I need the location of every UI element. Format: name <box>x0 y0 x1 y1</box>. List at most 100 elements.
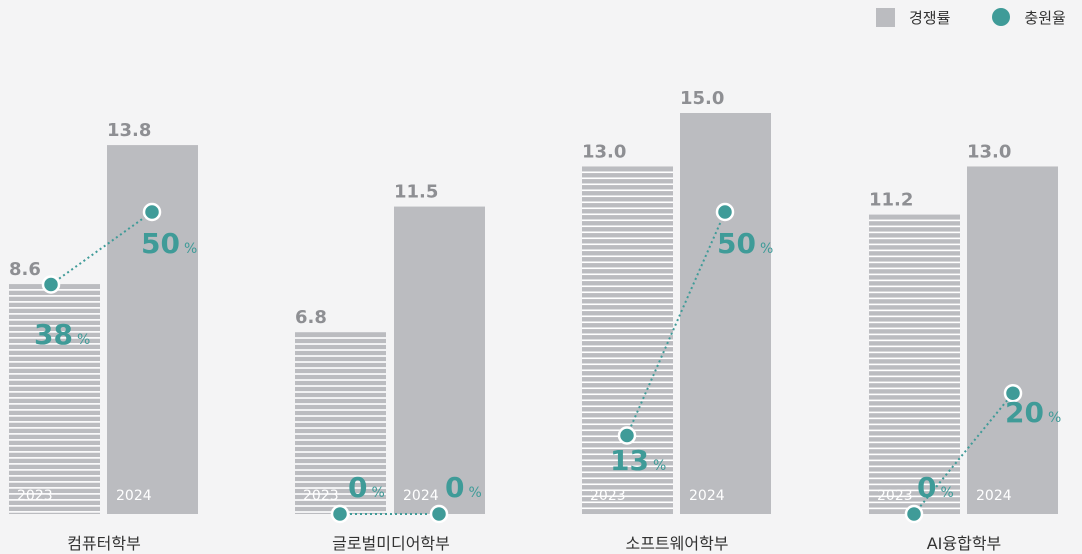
bar-stripe <box>295 427 386 429</box>
bar-stripe <box>9 355 100 357</box>
bar-stripe <box>9 475 100 477</box>
bar-stripe <box>869 399 960 402</box>
bar-stripe <box>582 309 673 312</box>
bar-stripe <box>869 453 960 456</box>
enrollment-value-label: 38% <box>34 318 90 351</box>
bar-stripe <box>869 285 960 288</box>
bar-stripe <box>9 499 100 501</box>
bar-stripe <box>869 243 960 246</box>
bar-stripe <box>582 255 673 258</box>
bar-value-label: 13.8 <box>107 120 151 141</box>
bar-stripe <box>582 375 673 378</box>
bar-stripe <box>582 249 673 252</box>
bar-stripe <box>582 471 673 474</box>
bar-stripe <box>869 309 960 312</box>
bar-stripe <box>9 361 100 363</box>
bar-stripe <box>582 495 673 498</box>
bar-stripe <box>295 385 386 387</box>
bar-stripe <box>295 397 386 399</box>
bar-stripe <box>295 439 386 441</box>
bar-2024 <box>967 166 1058 514</box>
enrollment-dot <box>1003 383 1023 403</box>
bar-stripe <box>582 237 673 240</box>
bar-stripe <box>9 295 100 297</box>
bar-stripe <box>9 319 100 321</box>
bar-stripe <box>295 457 386 459</box>
bar-stripe <box>869 345 960 348</box>
bar-stripe <box>9 349 100 351</box>
bar-value-label: 15.0 <box>680 88 724 109</box>
bar-stripe <box>9 301 100 303</box>
bar-stripe <box>9 427 100 429</box>
legend-bar-swatch <box>876 7 895 27</box>
legend-dot-swatch <box>992 8 1011 26</box>
enrollment-dot <box>715 202 735 222</box>
bar-stripe <box>9 439 100 441</box>
bar-stripe <box>869 405 960 408</box>
bar-stripe <box>869 363 960 366</box>
bar-stripe <box>9 373 100 375</box>
bar-stripe <box>582 207 673 210</box>
enrollment-value-label: 0% <box>348 471 385 504</box>
bar-stripe <box>869 429 960 432</box>
bar-stripe <box>582 183 673 186</box>
bar-value-label: 11.5 <box>394 182 438 203</box>
bar-stripe <box>9 313 100 315</box>
bar-2024 <box>394 206 485 515</box>
bar-stripe <box>582 363 673 366</box>
bar-stripe <box>869 471 960 474</box>
year-label: 2023 <box>17 488 53 504</box>
bar-stripe <box>9 343 100 345</box>
bar-stripe <box>869 303 960 306</box>
bar-stripe <box>869 225 960 228</box>
bar-stripe <box>295 481 386 483</box>
bar-stripe <box>582 297 673 300</box>
bar-value-label: 11.2 <box>869 190 913 211</box>
bar-stripe <box>295 463 386 465</box>
bar-stripe <box>295 337 386 339</box>
bar-stripe <box>9 487 100 489</box>
bar-stripe <box>582 411 673 414</box>
enrollment-dot <box>904 504 924 524</box>
legend-competition-label: 경쟁률 <box>909 8 951 27</box>
bar-value-label: 8.6 <box>9 259 41 280</box>
bar-stripe <box>9 415 100 417</box>
bar-stripe <box>869 369 960 372</box>
bar-stripe <box>582 201 673 204</box>
bar-stripe <box>582 333 673 336</box>
bar-stripe <box>869 417 960 420</box>
bar-stripe <box>9 469 100 471</box>
bar-stripe <box>295 469 386 471</box>
bar-stripe <box>582 315 673 318</box>
bar-stripe <box>582 285 673 288</box>
bar-stripe <box>869 249 960 252</box>
bar-stripe <box>582 465 673 468</box>
bar-value-label: 6.8 <box>295 307 327 328</box>
bar-stripe <box>869 321 960 324</box>
bar-stripe <box>869 411 960 414</box>
bar-stripe <box>869 267 960 270</box>
bar-stripe <box>869 441 960 444</box>
year-label: 2023 <box>877 488 913 504</box>
bar-stripe <box>295 433 386 435</box>
bar-stripe <box>869 255 960 258</box>
bar-stripe <box>582 393 673 396</box>
bar-stripe <box>582 477 673 480</box>
enrollment-dot <box>330 504 350 524</box>
year-label: 2024 <box>116 488 152 504</box>
bar-stripe <box>9 421 100 423</box>
bar-stripe <box>582 447 673 450</box>
bar-stripe <box>869 375 960 378</box>
bar-stripe <box>869 333 960 336</box>
enrollment-value-label: 20% <box>1005 396 1061 429</box>
bar-stripe <box>869 495 960 498</box>
bar-stripe <box>582 195 673 198</box>
bar-stripe <box>9 445 100 447</box>
bar-stripe <box>869 327 960 330</box>
bar-stripe <box>295 409 386 411</box>
bar-stripe <box>582 489 673 492</box>
enrollment-value-label: 0% <box>445 471 482 504</box>
enrollment-dot <box>41 275 61 294</box>
bar-stripe <box>869 231 960 234</box>
bar-stripe <box>582 501 673 504</box>
